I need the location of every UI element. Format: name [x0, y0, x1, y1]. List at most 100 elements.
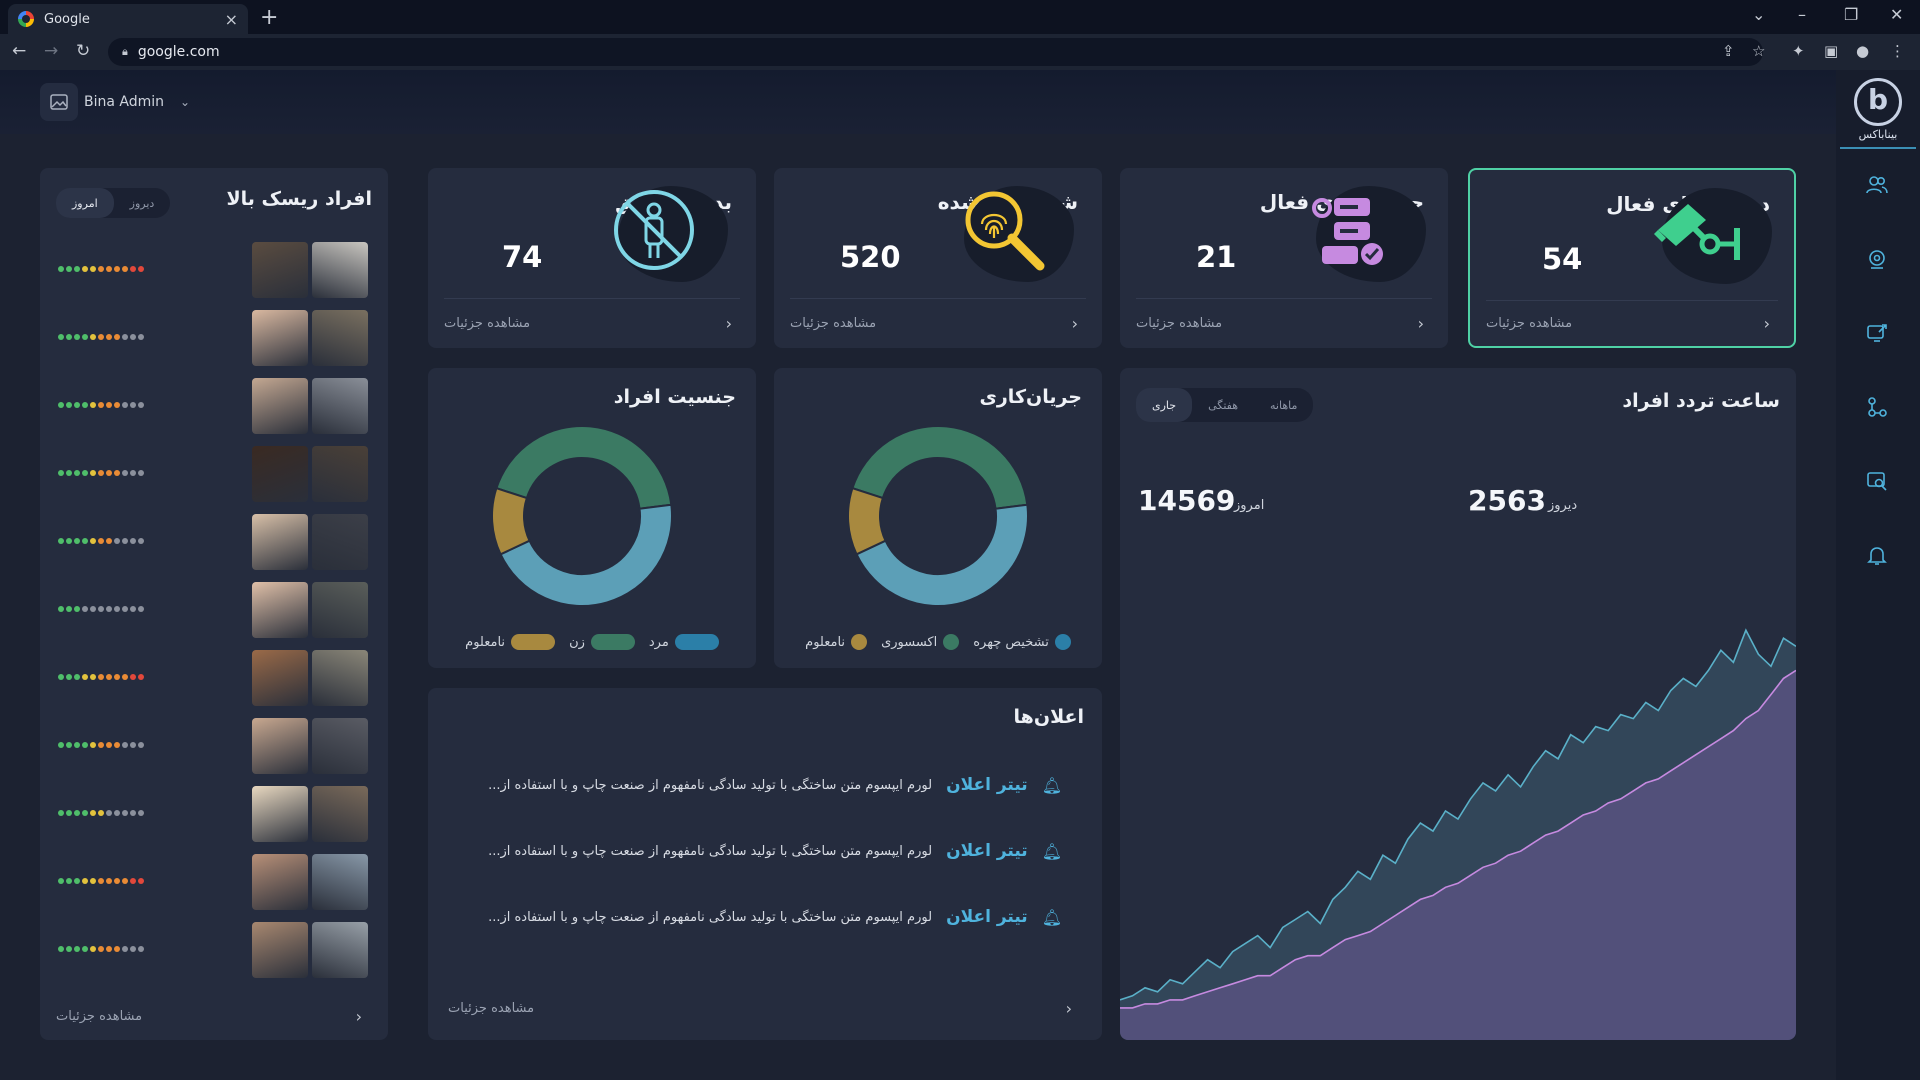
chevron-right-icon[interactable]: › — [1763, 314, 1770, 333]
donut-slice[interactable] — [491, 486, 531, 556]
minimize-button[interactable]: – — [1798, 5, 1806, 24]
notification-text: لورم ایپسوم متن ساختگی با تولید سادگی نا… — [488, 909, 933, 925]
users-icon[interactable] — [1862, 170, 1892, 200]
tab-today[interactable]: امروز — [56, 188, 114, 218]
risk-row[interactable] — [58, 512, 370, 572]
browser-tab[interactable]: Google × — [8, 4, 248, 34]
capture-photo[interactable] — [312, 922, 368, 978]
risk-row[interactable] — [58, 580, 370, 640]
face-photo[interactable] — [252, 582, 308, 638]
capture-photo[interactable] — [312, 446, 368, 502]
risk-row[interactable] — [58, 784, 370, 844]
profile-icon[interactable]: ● — [1856, 42, 1870, 60]
capture-photo[interactable] — [312, 650, 368, 706]
face-photo[interactable] — [252, 922, 308, 978]
donut-slice[interactable] — [855, 503, 1029, 607]
webcam-icon[interactable] — [1862, 244, 1892, 274]
risk-dot — [90, 946, 96, 952]
risk-row[interactable] — [58, 648, 370, 708]
chevron-right-icon[interactable]: › — [355, 1007, 362, 1026]
search-image-icon[interactable] — [1862, 466, 1892, 496]
extensions-icon[interactable]: ✦ — [1792, 42, 1805, 60]
new-tab-button[interactable]: + — [260, 5, 279, 30]
stat-card-identified[interactable]: شناسایی شده 520 مشاهده جزئیات › — [774, 168, 1102, 348]
tab-monthly[interactable]: ماهانه — [1270, 398, 1298, 412]
notifications-details-link[interactable]: مشاهده جزئیات — [448, 1001, 535, 1016]
chevron-right-icon[interactable]: › — [1071, 314, 1078, 333]
bell-icon[interactable] — [1862, 540, 1892, 570]
tab-weekly[interactable]: هفتگی — [1208, 398, 1239, 412]
risk-dot — [106, 742, 112, 748]
tab-close-icon[interactable]: × — [224, 9, 238, 29]
risk-row[interactable] — [58, 920, 370, 980]
face-photo[interactable] — [252, 650, 308, 706]
menu-icon[interactable]: ⋮ — [1890, 42, 1905, 60]
chevron-right-icon[interactable]: › — [1065, 999, 1072, 1018]
risk-dot — [82, 946, 88, 952]
face-photo[interactable] — [252, 718, 308, 774]
stat-details-link[interactable]: مشاهده جزئیات — [1486, 316, 1573, 331]
risk-dot — [130, 606, 136, 612]
capture-photo[interactable] — [312, 514, 368, 570]
risk-dot — [98, 470, 104, 476]
tab-search-icon[interactable]: ⌄ — [1752, 5, 1766, 24]
risk-row[interactable] — [58, 376, 370, 436]
legend-item-face-detection: تشخیص چهره — [973, 634, 1071, 650]
address-bar[interactable]: 🔒︎ google.com — [108, 38, 1763, 66]
risk-dot — [58, 810, 64, 816]
notification-item[interactable]: 🔔︎ تیتر اعلان لورم ایپسوم متن ساختگی با … — [488, 772, 1062, 798]
capture-photo[interactable] — [312, 310, 368, 366]
tab-current[interactable]: جاری — [1136, 388, 1193, 422]
google-favicon-icon — [18, 11, 34, 27]
risk-row[interactable] — [58, 308, 370, 368]
stat-card-active-cameras[interactable]: دوربین‌های فعال 54 مشاهده جزئیات › — [1468, 168, 1796, 348]
face-photo[interactable] — [252, 378, 308, 434]
risk-details-link[interactable]: مشاهده جزئیات — [56, 1009, 143, 1024]
donut-slice[interactable] — [499, 503, 673, 607]
chevron-down-icon[interactable]: ⌄ — [180, 95, 191, 109]
risk-dot — [130, 334, 136, 340]
capture-photo[interactable] — [312, 242, 368, 298]
tab-yesterday[interactable]: دیروز — [129, 196, 155, 210]
export-icon[interactable] — [1862, 318, 1892, 348]
capture-photo[interactable] — [312, 582, 368, 638]
chevron-right-icon[interactable]: › — [1417, 314, 1424, 333]
restore-button[interactable]: ❐ — [1844, 5, 1859, 24]
stat-details-link[interactable]: مشاهده جزئیات — [790, 316, 877, 331]
sidepanel-icon[interactable]: ▣ — [1824, 42, 1839, 60]
user-menu[interactable]: Bina Admin ⌄ — [40, 82, 190, 122]
stat-details-link[interactable]: مشاهده جزئیات — [1136, 316, 1223, 331]
face-photo[interactable] — [252, 446, 308, 502]
face-photo[interactable] — [252, 242, 308, 298]
donut-slice[interactable] — [847, 486, 887, 556]
notification-item[interactable]: 🔔︎ تیتر اعلان لورم ایپسوم متن ساختگی با … — [488, 904, 1062, 930]
capture-photo[interactable] — [312, 718, 368, 774]
close-window-button[interactable]: ✕ — [1890, 5, 1904, 24]
face-photo[interactable] — [252, 786, 308, 842]
face-photo[interactable] — [252, 514, 308, 570]
risk-row[interactable] — [58, 444, 370, 504]
face-photo[interactable] — [252, 854, 308, 910]
notification-item[interactable]: 🔔︎ تیتر اعلان لورم ایپسوم متن ساختگی با … — [488, 838, 1062, 864]
forward-icon[interactable]: → — [44, 41, 59, 61]
face-photo[interactable] — [252, 310, 308, 366]
stat-card-active-workflow[interactable]: جریان‌کاری فعال 21 مشاهده جزئیات › — [1120, 168, 1448, 348]
stat-details-link[interactable]: مشاهده جزئیات — [444, 316, 531, 331]
back-icon[interactable]: ← — [12, 41, 27, 61]
stat-card-unmatched[interactable]: بدون تطبیق 74 مشاهده جزئیات › — [428, 168, 756, 348]
risk-row[interactable] — [58, 852, 370, 912]
capture-photo[interactable] — [312, 378, 368, 434]
capture-photo[interactable] — [312, 786, 368, 842]
donut-slice[interactable] — [851, 425, 1029, 510]
share-icon[interactable]: ⇪ — [1722, 42, 1735, 60]
bookmark-star-icon[interactable]: ☆ — [1752, 42, 1766, 60]
workflow-icon[interactable] — [1862, 392, 1892, 422]
chevron-right-icon[interactable]: › — [725, 314, 732, 333]
risk-row[interactable] — [58, 240, 370, 300]
reload-icon[interactable]: ↻ — [76, 41, 91, 61]
workflow-chart-card: جریان‌کاری تشخیص چهره اکسسوری نامعلوم — [774, 368, 1102, 668]
risk-row[interactable] — [58, 716, 370, 776]
risk-dot — [82, 402, 88, 408]
donut-slice[interactable] — [495, 425, 673, 510]
capture-photo[interactable] — [312, 854, 368, 910]
